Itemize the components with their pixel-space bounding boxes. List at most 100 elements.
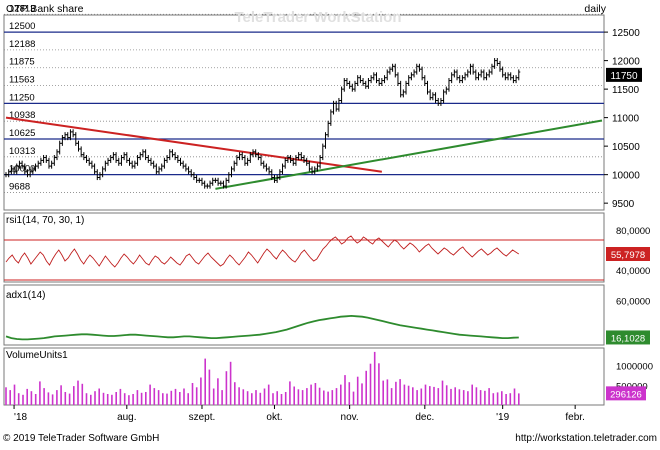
price-panel-frame xyxy=(3,14,605,211)
volume-bar xyxy=(162,393,164,405)
volume-bar xyxy=(496,392,499,405)
volume-bar xyxy=(458,389,461,405)
volume-bar xyxy=(56,390,58,405)
volume-bar xyxy=(424,384,427,405)
volume-bar xyxy=(293,386,295,405)
volume-bar xyxy=(467,391,469,405)
volume-bar xyxy=(348,382,351,405)
volume-bar xyxy=(454,387,456,405)
volume-bar xyxy=(102,392,105,405)
price-level-label: 12813 xyxy=(9,3,35,14)
volume-bar xyxy=(255,390,257,405)
volume-bar xyxy=(128,395,130,405)
price-y-tick-label: 9500 xyxy=(612,199,635,210)
adx-last-badge xyxy=(606,330,650,345)
volume-bar xyxy=(174,388,177,405)
price-level-label: 11563 xyxy=(9,75,35,86)
volume-bar xyxy=(344,375,346,405)
volume-bar xyxy=(225,371,228,405)
volume-bar xyxy=(136,390,139,405)
volume-bar xyxy=(60,385,62,405)
price-y-tick-label: 11500 xyxy=(612,85,640,96)
volume-bar xyxy=(217,378,219,405)
source-url[interactable]: http://workstation.teletrader.com xyxy=(515,433,657,444)
copyright-text: © 2019 TeleTrader Software GmbH xyxy=(3,433,159,444)
volume-bar xyxy=(412,387,414,405)
volume-bar xyxy=(373,351,376,405)
price-level-label: 12500 xyxy=(9,21,35,32)
last-price-value: 11750 xyxy=(610,71,638,82)
volume-bar xyxy=(488,388,490,405)
rsi-title: rsi1(14, 70, 30, 1) xyxy=(6,215,84,226)
volume-bar xyxy=(365,370,367,405)
volume-bar xyxy=(340,384,342,405)
volume-bar xyxy=(513,388,516,405)
volume-bar xyxy=(390,388,393,405)
volume-bar xyxy=(140,392,143,405)
volume-bar xyxy=(5,387,7,405)
volume-bar xyxy=(183,388,185,405)
volume-bar xyxy=(73,386,75,405)
volume-bar xyxy=(369,363,372,405)
volume-bar xyxy=(17,393,20,405)
volume-bar xyxy=(280,394,283,405)
volume-bar xyxy=(335,388,338,405)
volume-bar xyxy=(318,387,321,405)
rsi-y-tick-label: 80,0000 xyxy=(616,226,650,237)
volume-bar xyxy=(30,391,33,405)
volume-bar xyxy=(229,361,232,405)
price-level-label: 11875 xyxy=(9,57,35,68)
last-price-badge xyxy=(606,67,642,82)
volume-bar xyxy=(509,393,512,405)
x-tick-label: '19 xyxy=(496,412,509,423)
volume-bar xyxy=(22,394,24,405)
volume-bar xyxy=(187,393,189,405)
volume-bar xyxy=(64,392,67,405)
x-tick-label: '18 xyxy=(14,412,27,423)
price-level-label: 10625 xyxy=(9,128,35,139)
chart-instrument-title: OTP Bank share xyxy=(6,3,84,15)
volume-bar xyxy=(378,363,380,405)
volume-bar xyxy=(123,393,126,405)
volume-bar xyxy=(111,394,113,405)
adx-line xyxy=(5,314,519,341)
volume-bar xyxy=(399,379,401,405)
volume-bar xyxy=(272,393,274,405)
volume-bar xyxy=(407,385,410,405)
price-y-tick-label: 12500 xyxy=(612,28,640,39)
volume-bar xyxy=(289,381,291,405)
volume-bar xyxy=(157,390,160,405)
volume-bar xyxy=(251,393,253,405)
volume-bar xyxy=(284,392,287,405)
volume-bar xyxy=(263,388,266,405)
volume-bar xyxy=(246,391,249,405)
rsi-line xyxy=(5,235,520,268)
watermark-text: TeleTrader WorkStation xyxy=(235,9,402,26)
volume-bar xyxy=(204,358,206,405)
volume-bar xyxy=(221,390,223,405)
x-tick-label: aug. xyxy=(117,412,136,423)
volume-bar xyxy=(153,388,156,405)
volume-bar xyxy=(166,393,168,405)
x-tick-label: szept. xyxy=(189,412,216,423)
volume-bar xyxy=(301,390,304,405)
volume-bar xyxy=(119,388,122,405)
rsi-panel-frame xyxy=(3,212,605,283)
x-tick-label: nov. xyxy=(341,412,359,423)
volume-bar xyxy=(331,390,334,405)
price-y-tick-label: 10000 xyxy=(612,171,640,182)
volume-bar xyxy=(416,390,418,405)
x-tick-label: dec. xyxy=(415,412,434,423)
volume-bar xyxy=(149,384,151,405)
volume-bar xyxy=(191,383,194,405)
volume-bar xyxy=(90,394,92,405)
price-y-tick-label: 11000 xyxy=(612,114,640,125)
rsi-y-tick-label: 40,0000 xyxy=(616,266,650,277)
volume-bar xyxy=(310,384,312,405)
volume-bar xyxy=(145,392,147,405)
volume-last-value: 296126 xyxy=(610,389,642,400)
volume-bar xyxy=(462,390,465,405)
price-level-label: 11250 xyxy=(9,92,35,103)
volume-bar xyxy=(323,390,325,405)
